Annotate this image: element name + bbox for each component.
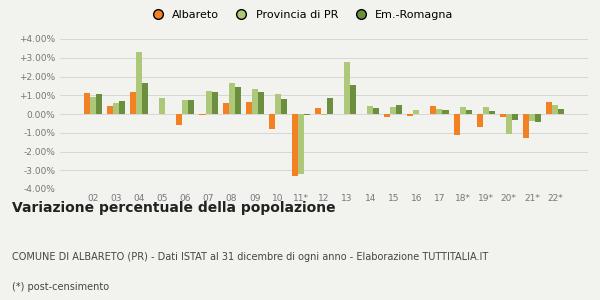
Bar bbox=[367, 106, 373, 114]
Text: Variazione percentuale della popolazione: Variazione percentuale della popolazione bbox=[12, 201, 335, 215]
Bar bbox=[327, 98, 333, 114]
Bar bbox=[136, 52, 142, 114]
Bar bbox=[373, 108, 379, 114]
Bar bbox=[558, 109, 564, 114]
Bar bbox=[430, 106, 436, 114]
Bar bbox=[500, 114, 506, 117]
Bar bbox=[176, 114, 182, 125]
Bar bbox=[442, 110, 449, 114]
Bar bbox=[466, 110, 472, 114]
Bar bbox=[90, 97, 96, 114]
Bar bbox=[482, 107, 488, 114]
Bar bbox=[384, 114, 390, 117]
Bar bbox=[546, 102, 552, 114]
Bar bbox=[436, 109, 442, 114]
Bar bbox=[281, 99, 287, 114]
Bar bbox=[160, 98, 166, 114]
Bar bbox=[298, 114, 304, 174]
Bar bbox=[245, 102, 251, 114]
Bar bbox=[476, 114, 482, 127]
Bar bbox=[529, 114, 535, 121]
Bar bbox=[188, 100, 194, 114]
Bar bbox=[142, 83, 148, 114]
Bar bbox=[454, 114, 460, 135]
Bar bbox=[315, 108, 321, 114]
Bar bbox=[199, 114, 206, 115]
Bar bbox=[107, 106, 113, 114]
Bar bbox=[535, 114, 541, 122]
Bar bbox=[397, 105, 403, 114]
Bar bbox=[413, 110, 419, 114]
Bar bbox=[258, 92, 264, 114]
Bar bbox=[269, 114, 275, 129]
Bar bbox=[344, 62, 350, 114]
Bar bbox=[460, 106, 466, 114]
Legend: Albareto, Provincia di PR, Em.-Romagna: Albareto, Provincia di PR, Em.-Romagna bbox=[142, 6, 458, 24]
Bar bbox=[212, 92, 218, 114]
Bar bbox=[119, 101, 125, 114]
Bar bbox=[321, 114, 327, 115]
Bar bbox=[292, 114, 298, 176]
Bar bbox=[84, 93, 90, 114]
Bar bbox=[390, 106, 397, 114]
Bar bbox=[552, 105, 558, 114]
Bar bbox=[275, 94, 281, 114]
Text: COMUNE DI ALBARETO (PR) - Dati ISTAT al 31 dicembre di ogni anno - Elaborazione : COMUNE DI ALBARETO (PR) - Dati ISTAT al … bbox=[12, 252, 488, 262]
Bar bbox=[488, 111, 495, 114]
Bar bbox=[229, 83, 235, 114]
Bar bbox=[206, 91, 212, 114]
Bar bbox=[407, 114, 413, 116]
Bar bbox=[523, 114, 529, 138]
Bar bbox=[350, 85, 356, 114]
Bar bbox=[251, 89, 258, 114]
Bar bbox=[96, 94, 102, 114]
Bar bbox=[130, 92, 136, 114]
Bar bbox=[512, 114, 518, 120]
Text: (*) post-censimento: (*) post-censimento bbox=[12, 282, 109, 292]
Bar bbox=[235, 87, 241, 114]
Bar bbox=[304, 114, 310, 115]
Bar bbox=[182, 100, 188, 114]
Bar bbox=[223, 103, 229, 114]
Bar bbox=[506, 114, 512, 134]
Bar bbox=[113, 103, 119, 114]
